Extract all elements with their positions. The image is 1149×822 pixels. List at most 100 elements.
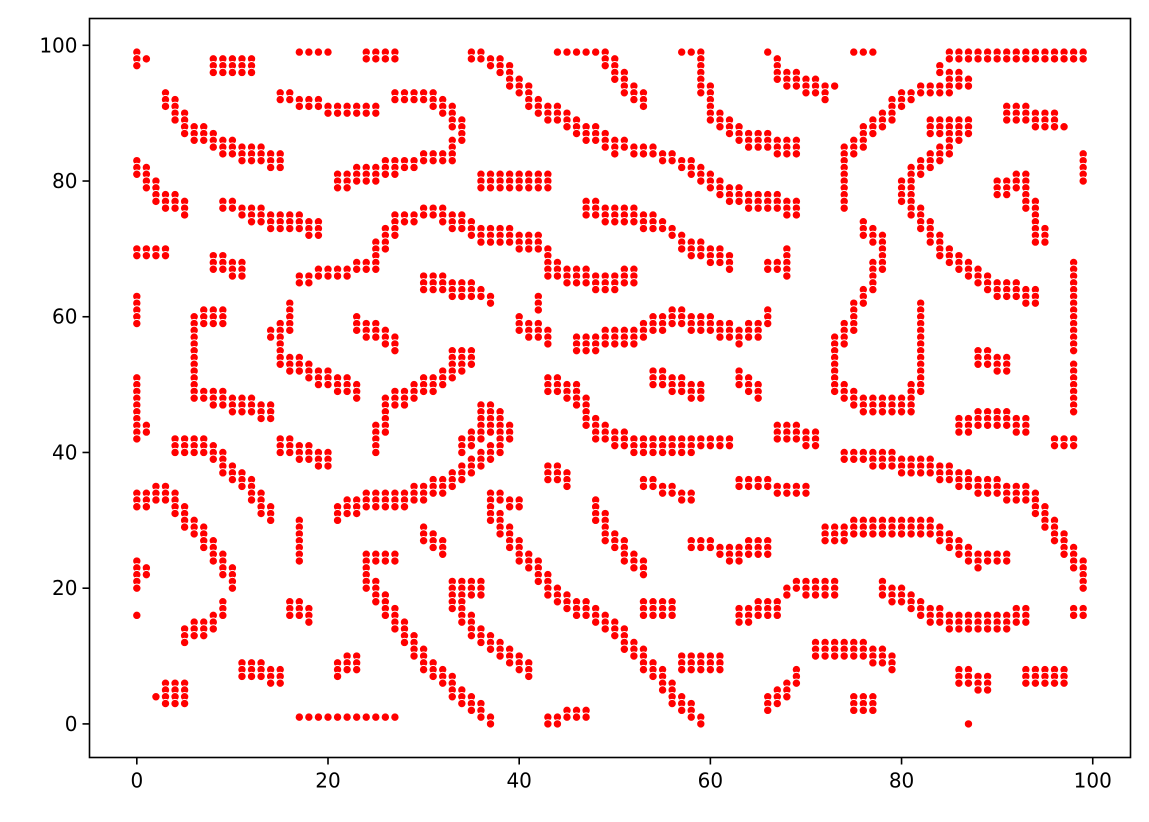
data-point (486, 238, 494, 246)
data-point (572, 713, 580, 721)
data-point (400, 95, 408, 103)
y-tick-label: 100 (39, 33, 77, 57)
data-point (630, 218, 638, 226)
data-point (783, 489, 791, 497)
data-point (467, 360, 475, 368)
data-point (668, 448, 676, 456)
data-point (802, 489, 810, 497)
data-point (754, 482, 762, 490)
data-point (190, 394, 198, 402)
data-point (563, 48, 571, 56)
data-point (697, 665, 705, 673)
data-point (133, 435, 141, 443)
data-point (974, 421, 982, 429)
data-point (314, 231, 322, 239)
data-point (142, 55, 150, 63)
data-point (161, 251, 169, 259)
data-point (381, 55, 389, 63)
data-point (448, 123, 456, 131)
data-point (926, 163, 934, 171)
data-point (649, 482, 657, 490)
data-point (295, 279, 303, 287)
data-point (544, 475, 552, 483)
data-point (916, 387, 924, 395)
data-point (859, 408, 867, 416)
data-point (544, 387, 552, 395)
data-point (706, 184, 714, 192)
data-point (209, 401, 217, 409)
data-point (1022, 679, 1030, 687)
data-point (534, 577, 542, 585)
data-point (1031, 123, 1039, 131)
data-point (878, 591, 886, 599)
data-point (1003, 190, 1011, 198)
data-point (649, 380, 657, 388)
data-point (850, 530, 858, 538)
data-point (496, 448, 504, 456)
data-point (372, 265, 380, 273)
data-point (467, 469, 475, 477)
data-point (926, 469, 934, 477)
data-point (305, 48, 313, 56)
data-point (859, 706, 867, 714)
data-point (372, 598, 380, 606)
data-point (974, 489, 982, 497)
data-point (773, 265, 781, 273)
data-point (200, 543, 208, 551)
data-point (352, 509, 360, 517)
data-point (295, 48, 303, 56)
data-point (572, 279, 580, 287)
data-point (266, 163, 274, 171)
data-point (744, 333, 752, 341)
data-point (228, 272, 236, 280)
data-point (133, 611, 141, 619)
data-point (840, 204, 848, 212)
data-point (200, 394, 208, 402)
data-point (247, 496, 255, 504)
data-point (649, 150, 657, 158)
data-point (352, 665, 360, 673)
data-point (305, 279, 313, 287)
data-point (171, 204, 179, 212)
data-point (754, 204, 762, 212)
data-point (677, 163, 685, 171)
data-point (897, 102, 905, 110)
data-point (697, 394, 705, 402)
data-point (974, 360, 982, 368)
data-point (372, 503, 380, 511)
data-point (200, 631, 208, 639)
data-point (811, 89, 819, 97)
data-point (639, 150, 647, 158)
data-point (735, 482, 743, 490)
data-point (1003, 116, 1011, 124)
data-point (572, 48, 580, 56)
data-point (945, 55, 953, 63)
data-point (305, 102, 313, 110)
data-point (458, 618, 466, 626)
data-point (314, 380, 322, 388)
data-point (869, 285, 877, 293)
data-point (1041, 123, 1049, 131)
data-point (1069, 408, 1077, 416)
data-point (1003, 367, 1011, 375)
data-point (333, 516, 341, 524)
data-point (180, 638, 188, 646)
data-point (496, 496, 504, 504)
data-point (1069, 611, 1077, 619)
data-point (1069, 346, 1077, 354)
data-point (630, 564, 638, 572)
data-point (888, 530, 896, 538)
data-point (964, 679, 972, 687)
data-point (754, 611, 762, 619)
data-point (286, 326, 294, 334)
data-point (372, 55, 380, 63)
data-point (945, 89, 953, 97)
data-point (1079, 584, 1087, 592)
data-point (1031, 299, 1039, 307)
data-point (219, 570, 227, 578)
data-point (601, 218, 609, 226)
data-point (266, 679, 274, 687)
data-point (467, 591, 475, 599)
data-point (209, 455, 217, 463)
data-point (639, 102, 647, 110)
